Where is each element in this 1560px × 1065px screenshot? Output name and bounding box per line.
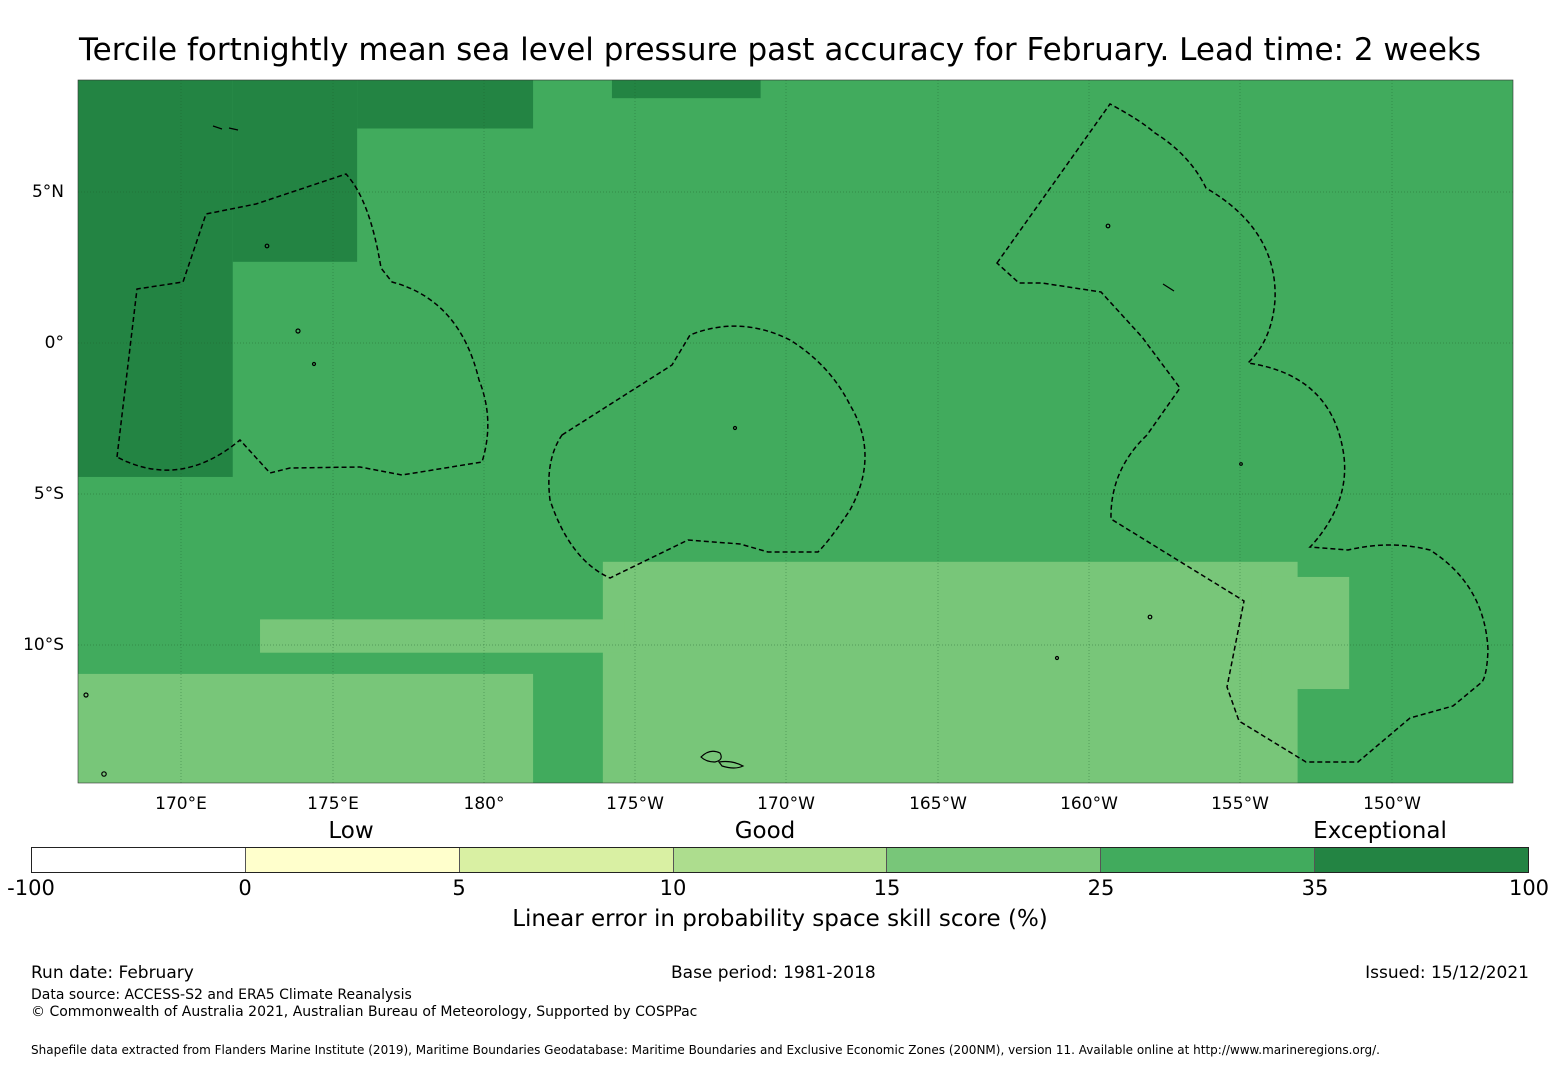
colorbar-segment [32, 848, 246, 872]
lon-label: 180° [463, 794, 505, 814]
lat-label: 5°S [33, 484, 64, 504]
region-west-exceptional-core [78, 80, 233, 477]
region-northwest-exceptional [232, 80, 358, 262]
island-small-9 [311, 361, 317, 367]
region-southeast-good-patch [1261, 576, 1350, 690]
eez-boundary-tuvalu [548, 325, 866, 579]
island-small-5 [1147, 614, 1153, 620]
skill-score-map [77, 79, 1514, 784]
lat-label: 0° [44, 333, 64, 353]
island-small-10 [264, 243, 270, 249]
lon-label: 160°W [1060, 794, 1118, 814]
lon-label: 155°W [1211, 794, 1269, 814]
lon-label: 170°E [155, 794, 207, 814]
shapefile-note: Shapefile data extracted from Flanders M… [31, 1043, 1380, 1057]
colorbar-tick: 10 [659, 876, 687, 900]
lon-label: 165°W [909, 794, 967, 814]
colorbar [31, 847, 1529, 873]
island-samoa-upolu [717, 760, 745, 769]
run-date: Run date: February [31, 963, 194, 983]
colorbar-tick: 25 [1087, 876, 1115, 900]
island-kiribati-atoll [1162, 283, 1175, 292]
colorbar-category-good: Good [734, 818, 796, 844]
island-small-3 [83, 692, 89, 698]
lat-label: 10°S [23, 635, 64, 655]
colorbar-category-low: Low [328, 818, 374, 844]
region-north-exceptional-strip [357, 80, 534, 129]
island-small-8 [1239, 462, 1243, 466]
colorbar-segment [245, 848, 460, 872]
lon-label: 175°W [606, 794, 664, 814]
colorbar-tick: 100 [1508, 876, 1550, 900]
lon-label: 175°E [307, 794, 359, 814]
colorbar-category-exceptional: Exceptional [1313, 818, 1447, 844]
region-south-good-band-southwest [78, 673, 534, 783]
region-south-good-band-mid [260, 619, 625, 653]
colorbar-tick: -100 [7, 876, 55, 900]
chart-title: Tercile fortnightly mean sea level press… [78, 32, 1482, 68]
island-small-2 [1105, 223, 1111, 229]
colorbar-title: Linear error in probability space skill … [512, 906, 1048, 932]
region-south-good-band-east [602, 561, 1298, 783]
colorbar-segment [459, 848, 674, 872]
island-small-4 [101, 771, 107, 777]
lat-label: 5°N [31, 182, 64, 202]
colorbar-segment [673, 848, 888, 872]
island-small-6 [732, 425, 738, 431]
map-frame [77, 79, 1514, 784]
colorbar-segment [887, 848, 1102, 872]
colorbar-tick: 15 [873, 876, 901, 900]
colorbar-tick: 35 [1301, 876, 1329, 900]
lon-label: 170°W [757, 794, 815, 814]
colorbar-tick: 0 [238, 876, 252, 900]
island-small-1 [295, 328, 301, 334]
island-samoa-savaii [700, 750, 722, 763]
region-north-central-exceptional [611, 80, 761, 99]
eez-boundary-kiribati-gilberts [116, 173, 489, 476]
copyright: © Commonwealth of Australia 2021, Austra… [31, 1004, 698, 1020]
colorbar-tick: 5 [452, 876, 466, 900]
island-outlines [83, 125, 1243, 777]
island-small-7 [1054, 655, 1060, 661]
base-period: Base period: 1981-2018 [671, 963, 876, 983]
eez-boundary-kiribati-line-islands [996, 103, 1489, 763]
island-tarawa [212, 125, 239, 131]
data-source: Data source: ACCESS-S2 and ERA5 Climate … [31, 987, 412, 1003]
lon-label: 150°W [1363, 794, 1421, 814]
colorbar-segment [1101, 848, 1316, 872]
skill-regions [78, 80, 1350, 783]
colorbar-segment [1315, 848, 1529, 872]
issued-date: Issued: 15/12/2021 [1365, 963, 1529, 983]
